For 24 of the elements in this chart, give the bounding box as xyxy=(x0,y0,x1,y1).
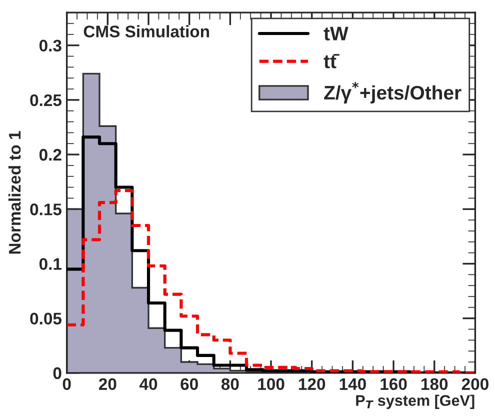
x-tick-label: 40 xyxy=(139,378,158,390)
x-tick-label: 160 xyxy=(380,378,407,390)
x-tick-label: 120 xyxy=(298,378,326,390)
y-tick-label: 0.05 xyxy=(30,312,62,325)
legend-label: tt̄ xyxy=(324,54,340,68)
y-tick-label: 0.2 xyxy=(39,148,62,161)
y-tick-label: 0.3 xyxy=(39,40,62,52)
x-tick-label: 80 xyxy=(221,378,239,390)
y-axis-title: Normalized to 1 xyxy=(8,131,21,254)
legend-label: Z/γ$^{*}$+jets/Other xyxy=(324,82,462,104)
y-tick-label: 0 xyxy=(53,367,62,380)
x-tick-label: 60 xyxy=(180,378,198,390)
x-tick-label: 100 xyxy=(258,378,284,390)
y-tick-label: 0.25 xyxy=(30,94,62,106)
x-tick-label: 20 xyxy=(98,378,116,390)
y-tick-label: 0.15 xyxy=(30,204,62,216)
x-tick-label: 0 xyxy=(62,378,71,390)
x-axis-title: P$_{T}$ system [GeV] xyxy=(356,394,474,409)
x-tick-label: 180 xyxy=(422,378,448,390)
x-tick-label: 200 xyxy=(462,378,488,390)
x-tick-label: 140 xyxy=(340,378,366,390)
y-tick-label: 0.1 xyxy=(39,258,62,270)
annotation: CMS Simulation xyxy=(84,25,209,38)
legend-label: tW xyxy=(324,26,348,40)
